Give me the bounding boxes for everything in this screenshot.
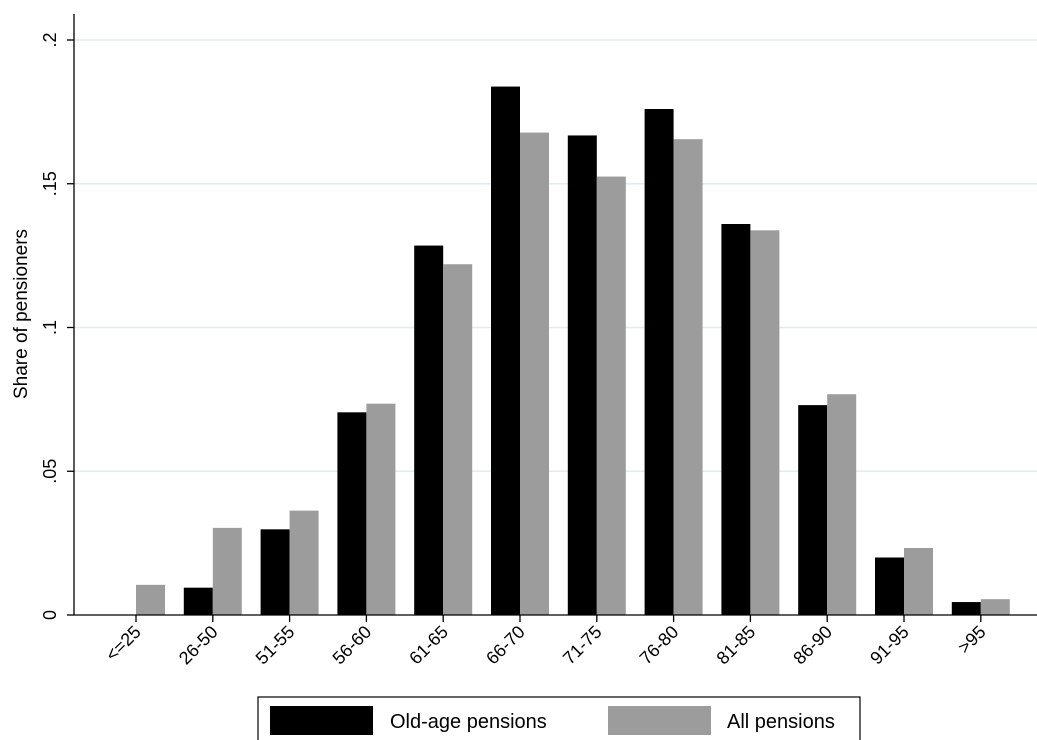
- bar: [567, 135, 597, 615]
- bar: [798, 405, 828, 615]
- bar: [644, 109, 674, 615]
- bar: [136, 584, 165, 615]
- legend-label-old-age-pensions: Old-age pensions: [390, 711, 547, 733]
- x-tick-label: 51-55: [252, 622, 299, 669]
- x-tick-label: <=25: [102, 622, 145, 665]
- bar: [673, 139, 703, 615]
- bar: [183, 587, 213, 615]
- bar: [904, 548, 933, 615]
- x-tick-label: 66-70: [482, 622, 529, 669]
- x-ticks: <=25 26-50 51-55 56-60 61-65 66-70 71-75 76-80 8…: [102, 615, 990, 668]
- legend: Old-age pensions All pensions: [257, 696, 861, 740]
- bar: [827, 394, 857, 615]
- x-tick-label: 71-75: [559, 622, 606, 669]
- y-tick-label: .15: [40, 171, 60, 196]
- bar: [337, 412, 367, 615]
- x-tick-label: 81-85: [713, 622, 760, 669]
- bar: [443, 264, 473, 615]
- bar: [875, 557, 904, 615]
- x-tick-label: 76-80: [636, 622, 683, 669]
- bar: [951, 602, 981, 615]
- y-axis-title: Share of pensioners: [11, 229, 32, 399]
- axes: [73, 14, 1037, 616]
- x-tick-label: >95: [954, 622, 990, 658]
- bar: [212, 527, 242, 615]
- bar: [750, 230, 780, 615]
- y-tick-label: .05: [40, 459, 60, 484]
- legend-swatch-all-pensions: [608, 706, 711, 735]
- grid-lines: [74, 39, 1037, 472]
- bar: [414, 245, 444, 615]
- bar: [260, 529, 290, 615]
- legend-label-all-pensions: All pensions: [727, 711, 835, 733]
- y-tick-label: .2: [40, 32, 60, 47]
- bar: [596, 176, 626, 615]
- bar: [366, 403, 396, 615]
- legend-swatch-old-age-pensions: [270, 706, 373, 735]
- x-tick-label: 86-90: [789, 622, 836, 669]
- x-tick-label: 61-65: [405, 622, 452, 669]
- bar: [721, 224, 751, 615]
- bar: [980, 599, 1010, 615]
- y-tick-label: .1: [40, 320, 60, 335]
- x-tick-label: 26-50: [175, 622, 222, 669]
- x-tick-label: 56-60: [329, 622, 376, 669]
- bar: [289, 510, 319, 615]
- y-ticks: 0 .05 .1 .15 .2: [40, 32, 74, 620]
- x-tick-label: 91-95: [866, 622, 913, 669]
- bar: [520, 132, 549, 615]
- y-tick-label: 0: [40, 610, 60, 620]
- bar: [491, 86, 520, 615]
- bars: [136, 86, 1010, 615]
